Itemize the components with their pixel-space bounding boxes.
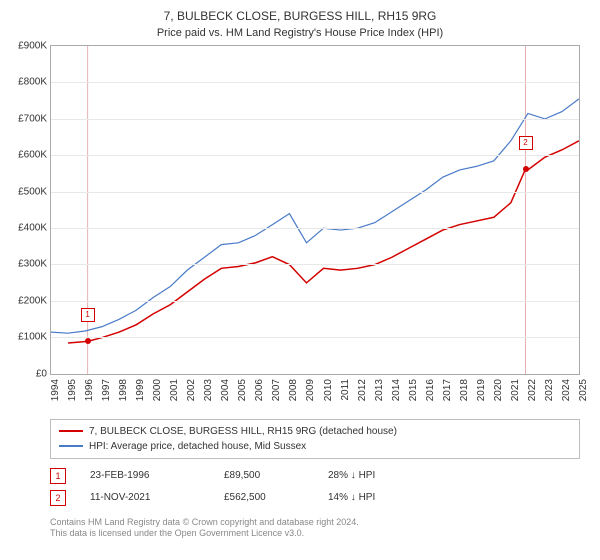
x-tick-label: 2005 bbox=[237, 379, 248, 401]
marker-price-2: £562,500 bbox=[224, 492, 304, 503]
marker-row-1: 1 23-FEB-1996 £89,500 28% ↓ HPI bbox=[50, 465, 580, 487]
x-tick-label: 2023 bbox=[544, 379, 555, 401]
x-tick-label: 2001 bbox=[169, 379, 180, 401]
x-tick-label: 1995 bbox=[67, 379, 78, 401]
y-tick-label: £700K bbox=[18, 113, 51, 124]
x-tick-label: 1999 bbox=[135, 379, 146, 401]
marker-date-1: 23-FEB-1996 bbox=[90, 470, 200, 481]
marker-price-1: £89,500 bbox=[224, 470, 304, 481]
x-tick-label: 2019 bbox=[476, 379, 487, 401]
x-tick-label: 2022 bbox=[527, 379, 538, 401]
y-tick-label: £0 bbox=[36, 368, 51, 379]
sale-marker-2: 2 bbox=[519, 136, 533, 150]
x-tick-label: 2012 bbox=[357, 379, 368, 401]
footer-line-1: Contains HM Land Registry data © Crown c… bbox=[50, 517, 580, 529]
y-tick-label: £900K bbox=[18, 40, 51, 51]
x-tick-label: 2004 bbox=[220, 379, 231, 401]
x-axis-labels: 1994 1995 1996 1997 1998 1999 2000 2001 2002 2003… bbox=[50, 375, 580, 415]
series-hpi bbox=[51, 99, 579, 333]
x-tick-label: 2011 bbox=[340, 379, 351, 401]
chart-title: 7, BULBECK CLOSE, BURGESS HILL, RH15 9RG bbox=[0, 0, 600, 25]
x-tick-label: 2000 bbox=[152, 379, 163, 401]
marker-box-2: 2 bbox=[50, 490, 66, 506]
marker-date-2: 11-NOV-2021 bbox=[90, 492, 200, 503]
x-tick-label: 2014 bbox=[391, 379, 402, 401]
legend-swatch-hpi bbox=[59, 445, 83, 447]
sale-marker-1: 1 bbox=[81, 308, 95, 322]
chart-subtitle: Price paid vs. HM Land Registry's House … bbox=[0, 25, 600, 45]
sale-dot-1 bbox=[85, 338, 91, 344]
x-tick-label: 2006 bbox=[254, 379, 265, 401]
marker-hpi-2: 14% ↓ HPI bbox=[328, 492, 418, 503]
x-tick-label: 2007 bbox=[271, 379, 282, 401]
x-tick-label: 2025 bbox=[578, 379, 589, 401]
y-tick-label: £500K bbox=[18, 186, 51, 197]
x-tick-label: 1994 bbox=[50, 379, 61, 401]
series-property bbox=[68, 141, 579, 343]
figure-container: 7, BULBECK CLOSE, BURGESS HILL, RH15 9RG… bbox=[0, 0, 600, 560]
y-tick-label: £400K bbox=[18, 223, 51, 234]
legend-box: 7, BULBECK CLOSE, BURGESS HILL, RH15 9RG… bbox=[50, 419, 580, 459]
y-tick-label: £200K bbox=[18, 295, 51, 306]
y-tick-label: £300K bbox=[18, 259, 51, 270]
x-tick-label: 2013 bbox=[374, 379, 385, 401]
x-tick-label: 2021 bbox=[510, 379, 521, 401]
x-tick-label: 1998 bbox=[118, 379, 129, 401]
x-tick-label: 2016 bbox=[425, 379, 436, 401]
legend-row-property: 7, BULBECK CLOSE, BURGESS HILL, RH15 9RG… bbox=[59, 424, 571, 439]
marker-hpi-1: 28% ↓ HPI bbox=[328, 470, 418, 481]
x-tick-label: 2015 bbox=[408, 379, 419, 401]
marker-row-2: 2 11-NOV-2021 £562,500 14% ↓ HPI bbox=[50, 487, 580, 509]
y-tick-label: £100K bbox=[18, 332, 51, 343]
y-tick-label: £600K bbox=[18, 150, 51, 161]
legend-swatch-property bbox=[59, 430, 83, 432]
x-tick-label: 2017 bbox=[442, 379, 453, 401]
line-chart-svg bbox=[51, 46, 579, 374]
legend-label-hpi: HPI: Average price, detached house, Mid … bbox=[89, 439, 306, 454]
x-tick-label: 2009 bbox=[305, 379, 316, 401]
x-tick-label: 2003 bbox=[203, 379, 214, 401]
sale-dot-2 bbox=[523, 166, 529, 172]
marker-box-1: 1 bbox=[50, 468, 66, 484]
legend-label-property: 7, BULBECK CLOSE, BURGESS HILL, RH15 9RG… bbox=[89, 424, 397, 439]
x-tick-label: 2024 bbox=[561, 379, 572, 401]
x-tick-label: 2010 bbox=[323, 379, 334, 401]
footer-attribution: Contains HM Land Registry data © Crown c… bbox=[50, 517, 580, 540]
x-tick-label: 2020 bbox=[493, 379, 504, 401]
x-tick-label: 2018 bbox=[459, 379, 470, 401]
x-tick-label: 2008 bbox=[288, 379, 299, 401]
plot-box: £0£100K£200K£300K£400K£500K£600K£700K£80… bbox=[50, 45, 580, 375]
sale-markers-table: 1 23-FEB-1996 £89,500 28% ↓ HPI 2 11-NOV… bbox=[50, 465, 580, 509]
x-tick-label: 1997 bbox=[101, 379, 112, 401]
y-tick-label: £800K bbox=[18, 77, 51, 88]
x-tick-label: 2002 bbox=[186, 379, 197, 401]
legend-row-hpi: HPI: Average price, detached house, Mid … bbox=[59, 439, 571, 454]
footer-line-2: This data is licensed under the Open Gov… bbox=[50, 528, 580, 540]
chart-plot-area: £0£100K£200K£300K£400K£500K£600K£700K£80… bbox=[50, 45, 580, 375]
x-tick-label: 1996 bbox=[84, 379, 95, 401]
